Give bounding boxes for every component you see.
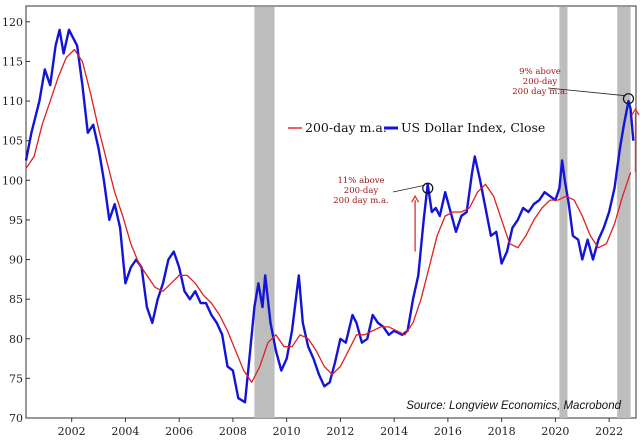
x-tick-label-2022: 2022 bbox=[595, 425, 623, 438]
shaded-period-1 bbox=[559, 7, 568, 418]
y-tick-label-85: 85 bbox=[9, 293, 23, 306]
series-lines bbox=[24, 28, 635, 404]
y-tick-label-120: 120 bbox=[2, 16, 23, 29]
y-tick-label-80: 80 bbox=[9, 333, 23, 346]
y-axis: 70 75 80 85 90 95 100 105 110 115 120 bbox=[2, 16, 30, 425]
x-axis: 2002 2004 2006 2008 2010 2012 2014 2016 2018 2020… bbox=[58, 418, 623, 438]
annotation-circle-0 bbox=[422, 182, 434, 194]
annotation-text-1-2: 200 day m.a. bbox=[512, 87, 567, 97]
annotation-leader-1 bbox=[547, 87, 626, 97]
legend-label-ma: 200-day m.a. bbox=[305, 120, 387, 135]
annotation-text-1-0: 9% above bbox=[519, 67, 561, 77]
x-tick-label-2008: 2008 bbox=[219, 425, 247, 438]
rise-arrow-head-1 bbox=[631, 107, 640, 116]
x-tick-label-2010: 2010 bbox=[273, 425, 301, 438]
x-tick-label-2012: 2012 bbox=[326, 425, 354, 438]
x-tick-label-2004: 2004 bbox=[111, 425, 139, 438]
y-tick-label-115: 115 bbox=[2, 55, 23, 68]
y-tick-label-90: 90 bbox=[9, 254, 23, 267]
y-tick-label-70: 70 bbox=[9, 412, 23, 425]
x-tick-label-2018: 2018 bbox=[488, 425, 516, 438]
series-line-200-day-ma bbox=[25, 48, 632, 383]
source-note: Source: Longview Economics, Macrobond bbox=[406, 400, 621, 412]
annotation-leader-0 bbox=[392, 184, 425, 193]
x-tick-label-2002: 2002 bbox=[58, 425, 86, 438]
legend-label-dxy: US Dollar Index, Close bbox=[401, 120, 545, 135]
y-tick-label-105: 105 bbox=[2, 135, 23, 148]
annotation-text-0-2: 200 day m.a. bbox=[333, 196, 388, 206]
x-tick-label-2016: 2016 bbox=[434, 425, 462, 438]
annotation-text-1-1: 200-day bbox=[523, 77, 558, 87]
annotation-text-0-1: 200-day bbox=[344, 186, 379, 196]
annotation-circle-1 bbox=[622, 93, 635, 105]
series-line-us-dollar-index bbox=[24, 28, 635, 404]
y-tick-label-75: 75 bbox=[9, 372, 23, 385]
legend: 200-day m.a. US Dollar Index, Close bbox=[288, 120, 545, 135]
y-tick-label-110: 110 bbox=[2, 95, 23, 108]
shaded-period-2 bbox=[617, 7, 631, 418]
x-tick-label-2014: 2014 bbox=[380, 425, 408, 438]
rise-arrow-head-0 bbox=[411, 194, 420, 203]
y-tick-label-95: 95 bbox=[9, 214, 23, 227]
shaded-period-0 bbox=[254, 7, 275, 418]
plot-frame bbox=[25, 5, 637, 419]
annotation-text-0-0: 11% above bbox=[337, 176, 384, 186]
x-tick-label-2006: 2006 bbox=[165, 425, 193, 438]
x-tick-label-2020: 2020 bbox=[541, 425, 569, 438]
y-tick-label-100: 100 bbox=[2, 174, 23, 187]
